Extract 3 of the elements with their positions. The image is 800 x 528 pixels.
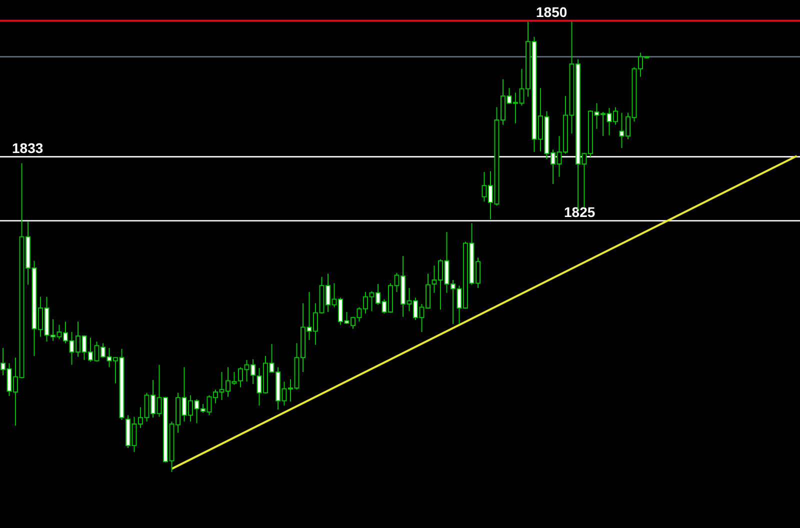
ref-line-label: 1825 (564, 204, 596, 220)
ref-line-label: 1833 (12, 140, 44, 156)
ref-line-label: 1850 (536, 4, 568, 20)
